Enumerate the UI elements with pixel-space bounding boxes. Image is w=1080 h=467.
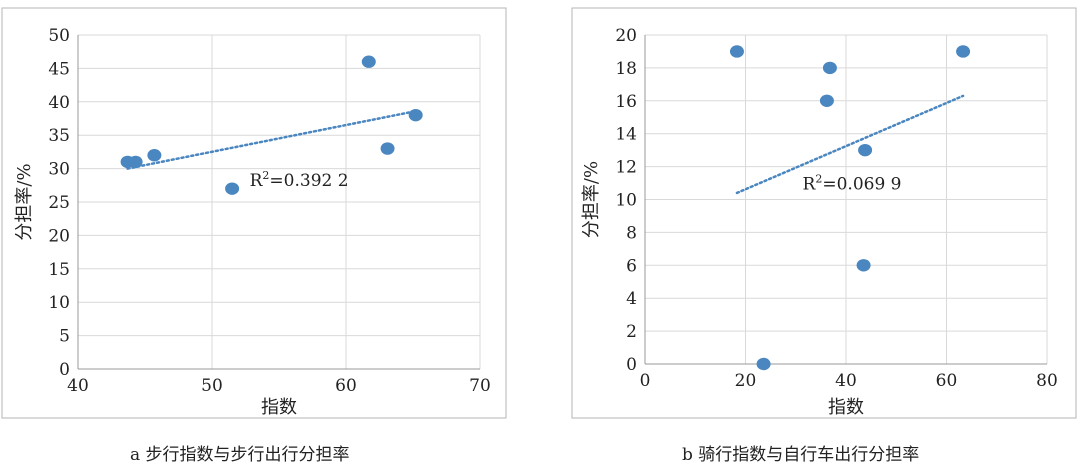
chart-panel-b: 0 2 4 6 8 10 12 14 16 18 20 0 20 40 60 80 R2=0.069 9 指数 分担… (540, 0, 1080, 467)
chart-a-y-tick-label: 30 (48, 160, 70, 180)
chart-b-x-tick-label: 20 (735, 371, 757, 391)
chart-a-plot: 0 5 10 15 20 25 30 35 40 45 50 40 50 60 70 R2=0.392 2 指数… (1, 7, 507, 419)
chart-b-data-point (819, 94, 834, 108)
chart-b-caption: b 骑行指数与自行车出行分担率 (682, 445, 920, 465)
chart-a-y-tick-label: 50 (48, 26, 70, 46)
chart-a-data-point (225, 182, 240, 195)
chart-a-r2-annotation: R2=0.392 2 (250, 169, 349, 191)
chart-b-data-point (956, 45, 971, 58)
chart-a-data-point (128, 155, 143, 169)
chart-b-y-tick-label: 10 (615, 191, 637, 211)
chart-a-y-tick-label: 20 (48, 226, 70, 246)
chart-b-x-tick-label: 0 (640, 371, 651, 391)
chart-b-frame (571, 7, 1077, 419)
chart-b-y-tick-label: 2 (626, 322, 637, 342)
chart-a-x-axis-label: 指数 (261, 397, 297, 418)
chart-b-data-point (729, 45, 744, 58)
chart-a-caption: a 步行指数与步行出行分担率 (130, 445, 350, 465)
chart-b-y-tick-label: 20 (615, 26, 637, 46)
chart-a-y-tick-label: 5 (59, 327, 70, 347)
chart-a-y-tick-label: 25 (48, 193, 70, 213)
chart-b-y-axis-label: 分担率/% (581, 161, 602, 238)
chart-b-y-tick-label: 14 (615, 125, 637, 145)
chart-panel-a: 0 5 10 15 20 25 30 35 40 45 50 40 50 60 70 R2=0.392 2 指数… (1, 7, 507, 465)
chart-a-y-axis-label: 分担率/% (14, 163, 35, 240)
chart-a-x-tick-label: 50 (201, 376, 223, 396)
chart-b-x-axis-label: 指数 (828, 397, 864, 418)
chart-a-data-point (408, 108, 423, 122)
chart-b-y-tick-label: 12 (615, 158, 637, 178)
chart-b-y-tick-label: 16 (615, 92, 637, 112)
chart-a-y-tick-label: 45 (48, 59, 70, 79)
chart-a-y-tick-label: 40 (48, 93, 70, 113)
chart-b-data-point (756, 357, 771, 371)
chart-b-trendline (735, 94, 965, 195)
chart-a-y-tick-label: 35 (48, 126, 70, 146)
chart-a-x-tick-label: 60 (335, 376, 357, 396)
chart-a-data-point (361, 55, 376, 68)
chart-b-data-point (822, 61, 837, 75)
chart-b-x-tick-label: 80 (1036, 371, 1058, 391)
chart-a-x-tick-label: 40 (67, 376, 89, 396)
chart-a-frame (1, 7, 507, 419)
chart-a-x-tick-label: 70 (469, 376, 491, 396)
chart-a-y-tick-label: 0 (59, 360, 70, 380)
chart-b-y-tick-label: 4 (626, 289, 637, 309)
chart-a-data-point (147, 149, 162, 162)
chart-b-data-point (858, 143, 873, 157)
chart-b-y-tick-label: 8 (626, 223, 637, 243)
chart-a-trendline (126, 109, 417, 170)
chart-b-r2-annotation: R2=0.069 9 (803, 173, 902, 195)
chart-b-data-point (856, 259, 871, 272)
chart-b-y-tick-label: 0 (626, 355, 637, 375)
chart-b-plot: 0 2 4 6 8 10 12 14 16 18 20 0 20 40 60 80 R2=0.069 9 指数 分担… (571, 7, 1077, 419)
chart-a-y-tick-label: 10 (48, 293, 70, 313)
chart-b-y-tick-label: 18 (615, 59, 637, 79)
chart-b-x-tick-label: 40 (835, 371, 857, 391)
chart-a-y-tick-label: 15 (48, 260, 70, 280)
chart-b-y-tick-label: 6 (626, 256, 637, 276)
chart-b-x-tick-label: 60 (936, 371, 958, 391)
chart-a-data-point (380, 142, 395, 155)
